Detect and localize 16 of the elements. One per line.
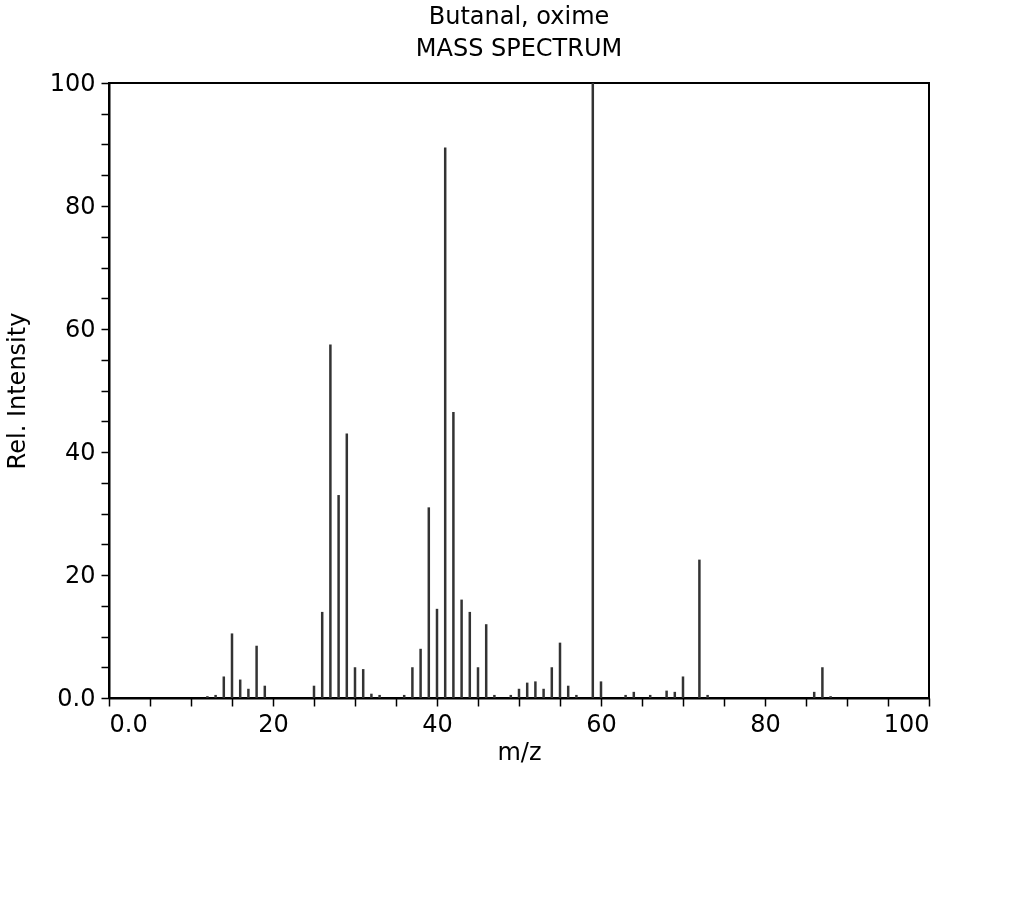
chart-subtitle: MASS SPECTRUM: [415, 34, 623, 62]
x-tick-label: 100: [883, 709, 930, 738]
chart-title: Butanal, oxime: [428, 2, 610, 30]
y-tick-label: 100: [49, 68, 96, 97]
y-tick-label: 20: [64, 560, 96, 589]
y-tick-label: 40: [64, 437, 96, 466]
x-tick-label: 0.0: [109, 709, 148, 738]
y-tick-label: 60: [64, 314, 96, 343]
x-tick-label: 60: [586, 709, 617, 738]
y-tick-label: 80: [64, 191, 96, 220]
y-axis-title: Rel. Intensity: [2, 312, 31, 470]
x-tick-label: 40: [422, 709, 453, 738]
x-tick-label: 80: [750, 709, 781, 738]
x-tick-label: 20: [258, 709, 289, 738]
x-axis-title: m/z: [497, 737, 542, 766]
y-tick-label: 0.0: [57, 683, 96, 712]
